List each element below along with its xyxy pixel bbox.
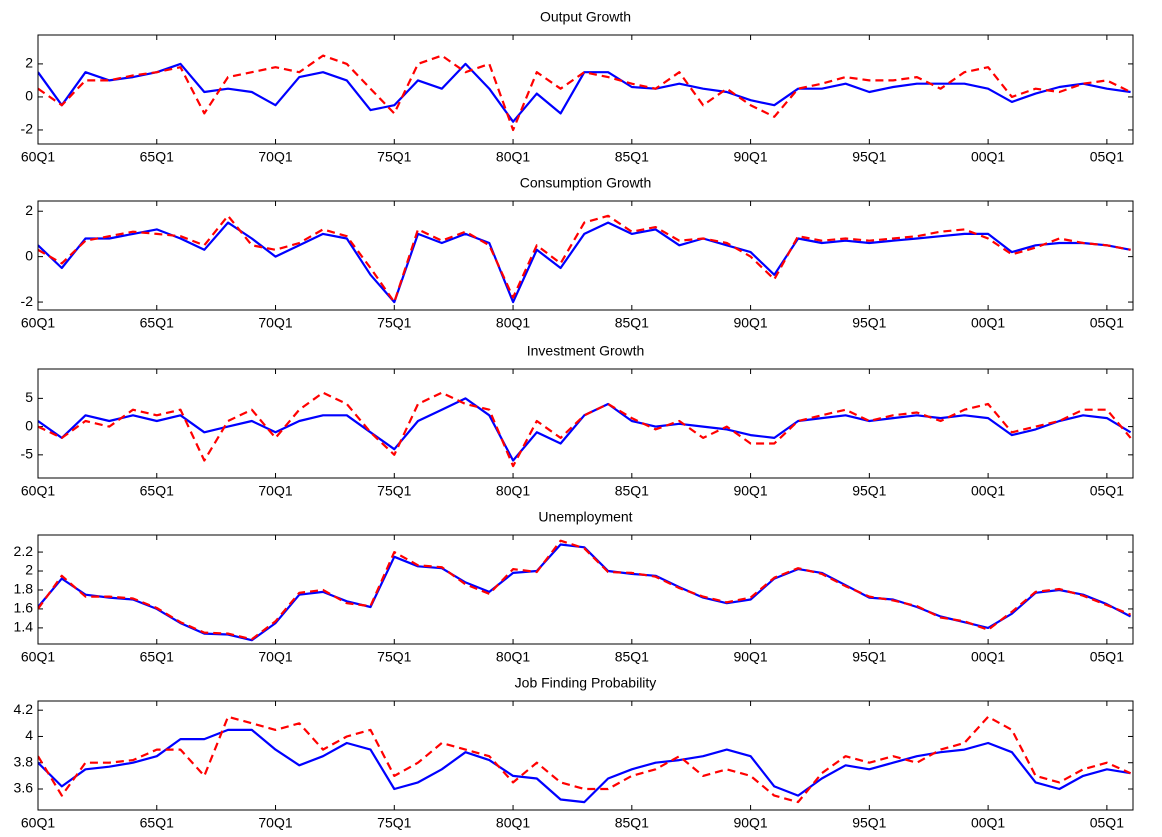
x-tick-label: 00Q1 [971,315,1005,331]
subplot-title: Unemployment [538,509,632,525]
x-tick-label: 80Q1 [496,649,530,665]
x-tick-label: 60Q1 [21,483,55,499]
x-tick-label: 65Q1 [140,815,174,831]
x-tick-label: 95Q1 [852,649,886,665]
axes-box [37,34,1134,145]
x-tick-label: 00Q1 [971,649,1005,665]
x-tick-label: 80Q1 [496,483,530,499]
x-tick-label: 80Q1 [496,149,530,165]
y-tick-label: 2 [25,202,33,218]
x-tick-label: 65Q1 [140,149,174,165]
x-tick-label: 75Q1 [377,815,411,831]
x-tick-label: 75Q1 [377,149,411,165]
x-tick-label: 85Q1 [615,815,649,831]
y-tick-label: 2 [25,55,33,71]
y-tick-label: 0 [25,417,33,433]
x-tick-label: 70Q1 [258,483,292,499]
subplot-title: Investment Growth [527,343,645,359]
series-line [38,543,1132,642]
x-tick-label: 65Q1 [140,483,174,499]
series-line [38,54,1132,132]
x-tick-label: 60Q1 [21,649,55,665]
x-tick-label: 80Q1 [496,315,530,331]
y-tick-label: 4 [25,727,33,743]
subplot-title: Job Finding Probability [515,675,657,691]
x-tick-label: 70Q1 [258,149,292,165]
x-tick-label: 75Q1 [377,649,411,665]
series-line [38,728,1131,804]
y-tick-label: -5 [21,446,34,462]
subplot-title: Consumption Growth [520,175,652,191]
x-tick-label: 00Q1 [971,815,1005,831]
series-line [38,715,1132,804]
x-tick-label: 85Q1 [615,149,649,165]
y-tick-label: 3.8 [14,753,34,769]
x-tick-label: 00Q1 [971,483,1005,499]
series-line [38,62,1131,123]
series-line [38,391,1132,468]
y-tick-label: 3.6 [14,780,34,796]
axes-box [37,534,1134,645]
series-line [38,539,1132,641]
x-tick-label: 70Q1 [258,815,292,831]
y-tick-label: 0 [25,247,33,263]
x-tick-label: 95Q1 [852,483,886,499]
x-tick-label: 85Q1 [615,483,649,499]
x-tick-label: 75Q1 [377,315,411,331]
y-tick-label: -2 [21,121,34,137]
x-tick-label: 90Q1 [733,483,767,499]
x-tick-label: 90Q1 [733,149,767,165]
x-tick-label: 95Q1 [852,149,886,165]
y-tick-label: 2.2 [14,543,34,559]
subplot-title: Output Growth [540,9,631,25]
x-tick-label: 05Q1 [1090,815,1124,831]
x-tick-label: 05Q1 [1090,149,1124,165]
y-tick-label: 5 [25,389,33,405]
x-tick-label: 65Q1 [140,315,174,331]
x-tick-label: 90Q1 [733,315,767,331]
x-tick-label: 90Q1 [733,815,767,831]
x-tick-label: 60Q1 [21,315,55,331]
y-tick-label: 0 [25,88,33,104]
x-tick-label: 90Q1 [733,649,767,665]
y-tick-label: 2 [25,562,33,578]
x-tick-label: 85Q1 [615,649,649,665]
x-tick-label: 70Q1 [258,649,292,665]
y-tick-label: 1.4 [14,619,34,635]
x-tick-label: 05Q1 [1090,315,1124,331]
x-tick-label: 80Q1 [496,815,530,831]
y-tick-label: 1.8 [14,581,34,597]
y-tick-label: -2 [21,293,34,309]
axes-box [37,200,1134,311]
axes-box [37,700,1134,811]
x-tick-label: 95Q1 [852,315,886,331]
x-tick-label: 70Q1 [258,315,292,331]
x-tick-label: 05Q1 [1090,649,1124,665]
x-tick-label: 95Q1 [852,815,886,831]
x-tick-label: 75Q1 [377,483,411,499]
series-line [38,214,1131,304]
x-tick-label: 85Q1 [615,315,649,331]
series-line [38,397,1132,462]
y-tick-label: 1.6 [14,600,34,616]
series-line [38,221,1131,304]
y-tick-label: 4.2 [14,701,34,717]
x-tick-label: 00Q1 [971,149,1005,165]
x-tick-label: 05Q1 [1090,483,1124,499]
x-tick-label: 65Q1 [140,649,174,665]
axes-box [37,368,1134,479]
x-tick-label: 60Q1 [21,815,55,831]
x-tick-label: 60Q1 [21,149,55,165]
